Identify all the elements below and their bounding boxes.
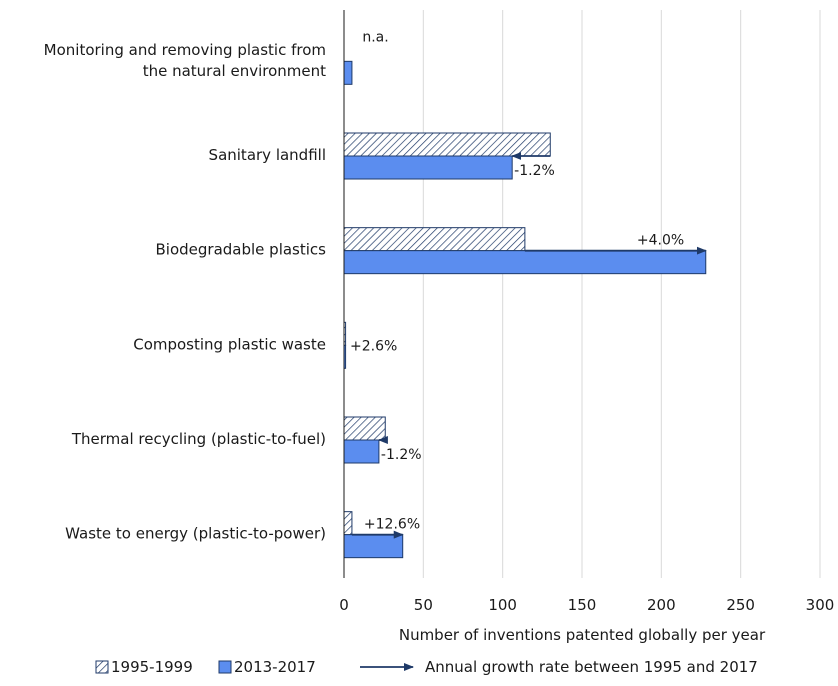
x-tick-label: 0 <box>339 596 349 614</box>
gridlines <box>422 10 821 578</box>
bars <box>343 60 707 559</box>
annotation-label: n.a. <box>362 29 388 45</box>
legend-label-1995-1999: 1995-1999 <box>111 658 193 676</box>
legend-swatch-2013-2017 <box>218 660 232 674</box>
legend-swatch-1995-1999 <box>95 660 109 674</box>
x-tick-label: 150 <box>568 596 597 614</box>
legend: 1995-1999 2013-2017 Annual growth rate b… <box>95 658 758 676</box>
bar-2013-2017 <box>343 534 404 559</box>
bar-2013-2017 <box>343 155 513 180</box>
annotation-label: +4.0% <box>637 233 684 249</box>
legend-label-2013-2017: 2013-2017 <box>234 658 316 676</box>
category-label: Sanitary landfill <box>209 146 326 164</box>
annotation-label: -1.2% <box>514 163 555 179</box>
bar-1995-1999 <box>343 416 386 441</box>
category-label: Monitoring and removing plastic from <box>44 41 326 59</box>
category-label: Waste to energy (plastic-to-power) <box>65 525 326 543</box>
x-axis-title: Number of inventions patented globally p… <box>399 626 766 644</box>
growth-arrows: n.a. -1.2% +4.0% +2.6% -1.2% +12.6% <box>350 29 707 539</box>
x-tick-label: 300 <box>806 596 835 614</box>
bar-2013-2017 <box>343 439 380 464</box>
legend-label-growth-arrow: Annual growth rate between 1995 and 2017 <box>425 658 758 676</box>
annotation-label: -1.2% <box>381 447 422 463</box>
x-tick-label: 200 <box>647 596 676 614</box>
annotation-label: +12.6% <box>364 517 420 533</box>
bar-1995-1999 <box>343 227 526 252</box>
annotation-label: +2.6% <box>350 338 397 354</box>
bar-2013-2017 <box>343 60 353 85</box>
x-tick-label: 100 <box>488 596 517 614</box>
category-labels: Monitoring and removing plastic from the … <box>44 41 327 543</box>
x-tick-label: 250 <box>726 596 755 614</box>
category-label: Composting plastic waste <box>133 335 326 353</box>
category-label: the natural environment <box>143 62 326 80</box>
category-label: Biodegradable plastics <box>156 241 327 259</box>
x-tick-label: 50 <box>414 596 433 614</box>
bar-1995-1999 <box>343 511 353 536</box>
bar-1995-1999 <box>343 132 551 157</box>
bar-2013-2017 <box>343 250 707 275</box>
category-label: Thermal recycling (plastic-to-fuel) <box>71 430 326 448</box>
x-tick-labels: 0 50 100 150 200 250 300 <box>339 596 834 614</box>
